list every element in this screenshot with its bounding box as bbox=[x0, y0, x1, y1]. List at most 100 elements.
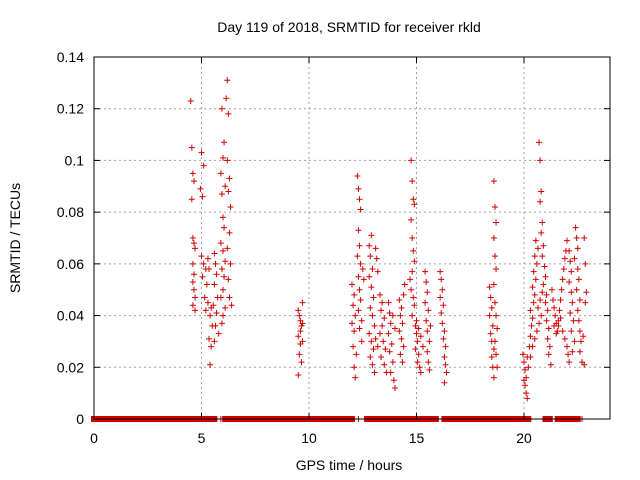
data-point bbox=[544, 307, 551, 314]
data-point bbox=[218, 320, 225, 327]
data-point bbox=[441, 328, 448, 335]
data-point bbox=[491, 338, 498, 345]
data-point bbox=[299, 299, 306, 306]
data-point bbox=[211, 281, 218, 288]
data-point bbox=[222, 258, 229, 265]
data-point bbox=[220, 154, 226, 161]
data-point bbox=[359, 266, 366, 273]
data-point bbox=[544, 335, 551, 342]
data-point bbox=[437, 268, 444, 275]
data-point bbox=[225, 188, 232, 195]
data-point bbox=[200, 260, 207, 267]
data-point bbox=[222, 183, 229, 190]
data-point bbox=[207, 312, 214, 319]
data-point bbox=[580, 333, 587, 340]
data-point bbox=[534, 245, 541, 252]
data-point bbox=[220, 286, 226, 293]
data-point bbox=[221, 273, 228, 280]
data-point bbox=[386, 348, 393, 355]
data-point bbox=[218, 266, 225, 273]
data-point bbox=[569, 348, 576, 355]
data-point bbox=[350, 343, 357, 350]
data-point bbox=[527, 353, 534, 360]
data-point bbox=[355, 273, 362, 280]
data-point bbox=[440, 335, 447, 342]
data-point bbox=[554, 328, 561, 335]
data-point bbox=[545, 351, 552, 358]
data-point bbox=[223, 95, 230, 102]
data-point bbox=[564, 237, 570, 244]
data-point bbox=[574, 307, 581, 314]
data-point bbox=[296, 351, 303, 358]
data-point bbox=[536, 139, 543, 146]
data-point bbox=[567, 258, 574, 265]
data-point bbox=[527, 333, 534, 340]
data-point bbox=[188, 144, 195, 151]
data-point bbox=[522, 382, 529, 389]
data-point bbox=[371, 322, 378, 329]
data-point bbox=[187, 97, 194, 104]
data-point bbox=[397, 351, 404, 358]
data-point bbox=[351, 328, 358, 335]
data-point bbox=[573, 286, 580, 293]
data-point bbox=[530, 268, 537, 275]
data-point bbox=[582, 299, 589, 306]
data-point bbox=[396, 328, 403, 335]
data-point bbox=[559, 328, 566, 335]
data-point bbox=[224, 77, 231, 84]
data-point bbox=[441, 379, 448, 386]
data-point bbox=[532, 276, 539, 283]
data-point bbox=[437, 294, 444, 301]
data-point bbox=[534, 304, 541, 311]
data-point bbox=[357, 260, 364, 267]
x-tick-label: 10 bbox=[301, 430, 317, 446]
data-point bbox=[386, 309, 393, 316]
data-points bbox=[187, 77, 590, 402]
data-point bbox=[524, 395, 531, 402]
data-point bbox=[581, 235, 588, 241]
data-point bbox=[373, 255, 380, 262]
data-point bbox=[379, 299, 386, 306]
data-point bbox=[538, 312, 545, 319]
data-point bbox=[400, 291, 407, 298]
data-point bbox=[412, 346, 419, 353]
data-point bbox=[206, 266, 213, 273]
data-point bbox=[415, 325, 422, 332]
data-point bbox=[212, 322, 219, 329]
data-point bbox=[439, 286, 446, 293]
data-point bbox=[357, 206, 364, 213]
data-point bbox=[422, 268, 429, 275]
y-tick-label: 0.02 bbox=[57, 359, 84, 375]
data-point bbox=[536, 320, 543, 327]
data-point bbox=[576, 297, 583, 304]
data-point bbox=[226, 175, 233, 182]
data-point bbox=[490, 346, 497, 353]
data-point bbox=[399, 359, 406, 366]
data-point bbox=[398, 335, 405, 342]
data-point bbox=[555, 322, 562, 329]
data-point bbox=[387, 320, 394, 327]
data-point bbox=[542, 299, 549, 306]
data-point bbox=[217, 294, 224, 301]
data-point bbox=[413, 317, 420, 324]
data-point bbox=[211, 250, 218, 257]
data-point bbox=[374, 343, 381, 350]
data-point bbox=[408, 286, 415, 293]
data-point bbox=[424, 328, 431, 335]
data-point bbox=[378, 307, 385, 314]
data-point bbox=[367, 353, 374, 360]
data-point bbox=[297, 328, 304, 335]
data-point bbox=[537, 198, 544, 205]
data-point bbox=[414, 338, 421, 345]
data-point bbox=[419, 343, 426, 350]
data-point bbox=[221, 224, 228, 231]
data-point bbox=[561, 255, 568, 262]
data-point bbox=[356, 242, 363, 249]
data-point bbox=[351, 364, 358, 371]
data-point bbox=[189, 260, 196, 267]
data-point bbox=[367, 253, 374, 260]
data-point bbox=[538, 188, 545, 195]
data-point bbox=[357, 297, 364, 304]
data-point bbox=[575, 276, 582, 283]
data-point bbox=[417, 333, 424, 340]
